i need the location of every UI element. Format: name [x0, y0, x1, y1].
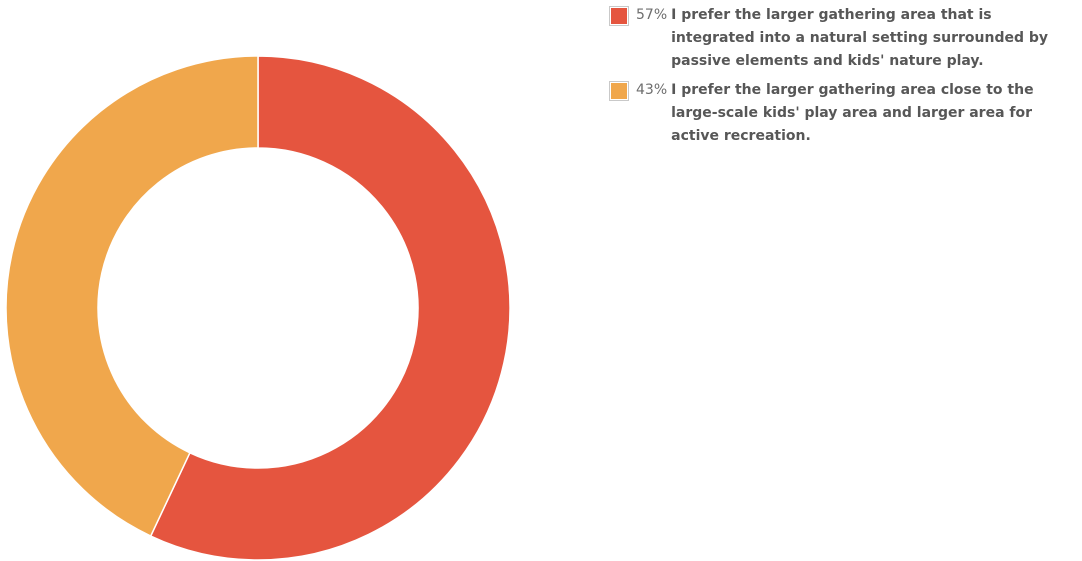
- donut-slice-active-recreation[interactable]: [5, 55, 259, 538]
- legend-percent: 43%: [636, 82, 668, 98]
- legend-label: I prefer the larger gathering area close…: [671, 82, 1034, 144]
- legend-item-active-recreation[interactable]: 43% I prefer the larger gathering area c…: [610, 79, 1080, 148]
- legend-swatch-red: [610, 7, 628, 25]
- donut-slice-nature-setting[interactable]: [149, 55, 511, 561]
- donut-chart: [5, 55, 511, 561]
- chart-legend: 57% I prefer the larger gathering area t…: [610, 4, 1080, 154]
- legend-label: I prefer the larger gathering area that …: [671, 7, 1048, 69]
- legend-swatch-orange: [610, 82, 628, 100]
- legend-item-nature-setting[interactable]: 57% I prefer the larger gathering area t…: [610, 4, 1080, 73]
- legend-percent: 57%: [636, 7, 668, 23]
